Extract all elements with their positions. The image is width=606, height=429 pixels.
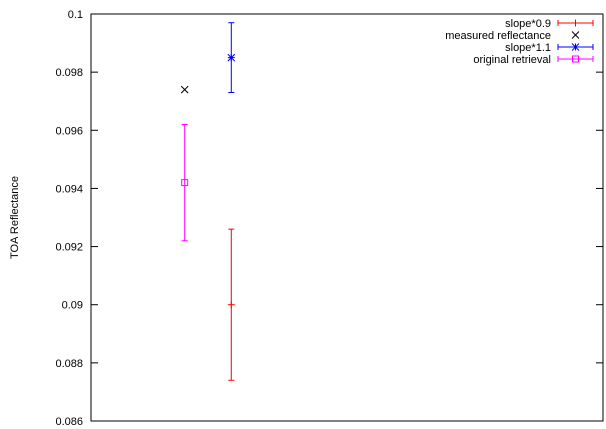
y-tick-label: 0.096	[55, 125, 83, 137]
y-tick-label: 0.09	[62, 300, 83, 312]
y-tick-label: 0.098	[55, 67, 83, 79]
legend-marker-2-d2	[571, 43, 580, 51]
plot-frame	[90, 13, 604, 422]
y-ticks: 0.086 0.088 0.09 0.092 0.094 0.096 0.098 0.1	[55, 9, 603, 428]
legend-label-2: slope*1.1	[505, 42, 551, 54]
y-axis-label: TOA Reflectance	[9, 176, 21, 259]
data-point-1-d2	[180, 85, 189, 94]
legend-label-3: original retrieval	[473, 54, 551, 66]
data-point-1	[180, 85, 189, 94]
y-tick-label: 0.092	[55, 242, 83, 254]
legend-label-1: measured reflectance	[445, 30, 551, 42]
data-point-2	[227, 53, 236, 62]
legend-marker-2	[571, 43, 580, 51]
y-tick-label: 0.086	[55, 416, 83, 428]
data-point-0	[227, 301, 235, 309]
legend-label-0: slope*0.9	[505, 18, 551, 30]
error-bars	[181, 22, 235, 381]
y-tick-label: 0.1	[68, 9, 83, 21]
data-point-3-box	[181, 179, 189, 187]
data-point-2-d2	[227, 53, 236, 62]
data-point-3	[181, 179, 189, 187]
y-tick-label: 0.088	[55, 358, 83, 370]
legend-marker-1	[571, 31, 580, 39]
legend-marker-3-box	[572, 55, 579, 63]
y-tick-label: 0.094	[55, 183, 83, 195]
legend-marker-0	[572, 19, 579, 27]
data-markers	[180, 53, 236, 309]
legend-marker-3	[572, 55, 579, 63]
legend-marker-1-d2	[571, 31, 580, 39]
